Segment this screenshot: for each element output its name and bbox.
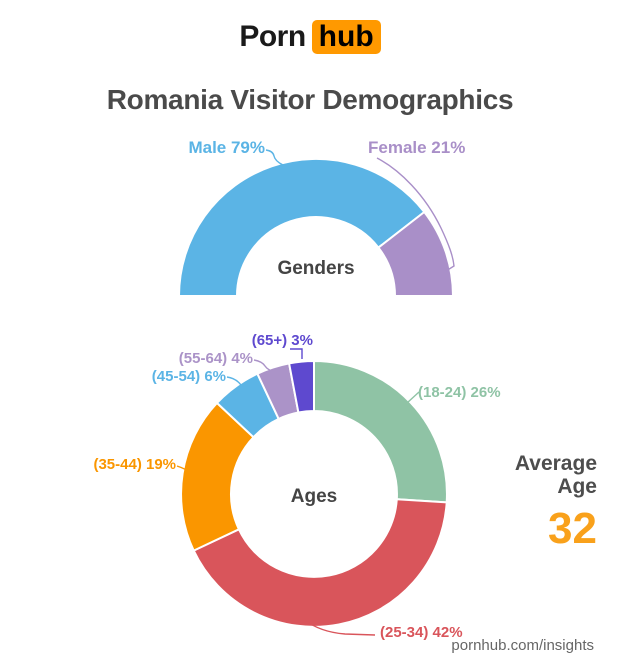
ages-leader-line-25-34: [304, 619, 376, 636]
ages-slice-45-54: [215, 372, 281, 439]
genders-center-label: Genders: [277, 258, 355, 279]
label-age-35-44: (35-44) 19%: [93, 456, 176, 473]
logo-text-hub: hub: [311, 20, 381, 54]
average-age-label: Average Age: [515, 452, 597, 498]
label-male: Male 79%: [188, 138, 265, 157]
label-age-65-plus: (65+) 3%: [251, 332, 313, 349]
average-age-label-line1: Average: [514, 452, 597, 475]
pornhub-logo: Porn hub: [0, 0, 620, 54]
ages-leader-line-35-44: [176, 465, 190, 473]
ages-leader-line-55-64: [253, 359, 276, 373]
genders-leader-line-Male: [265, 149, 284, 166]
ages-slice-55-64: [256, 362, 300, 421]
ages-leader-line-45-54: [226, 376, 242, 386]
page-title: Romania Visitor Demographics: [106, 84, 514, 115]
ages-slice-65+: [287, 359, 315, 414]
label-age-18-24: (18-24) 26%: [418, 384, 501, 401]
logo-text-porn: Porn: [239, 20, 306, 53]
average-age-block: Average Age 32: [515, 452, 597, 551]
ages-slice-25-34: [192, 498, 448, 628]
ages-center-label: Ages: [290, 486, 338, 507]
label-age-45-54: (45-54) 6%: [151, 368, 226, 385]
genders-slice-Female: [376, 210, 455, 297]
genders-leader-line-Female: [376, 157, 455, 272]
label-age-55-64: (55-64) 4%: [178, 350, 253, 367]
footer-url: pornhub.com/insights: [451, 637, 594, 654]
label-age-25-34: (25-34) 42%: [380, 624, 463, 641]
ages-slice-18-24: [313, 359, 448, 504]
ages-leader-line-65+: [290, 348, 303, 359]
label-female: Female 21%: [368, 138, 466, 157]
average-age-label-line2: Age: [557, 475, 597, 498]
ages-slice-35-44: [180, 401, 255, 552]
average-age-value: 32: [548, 504, 597, 553]
